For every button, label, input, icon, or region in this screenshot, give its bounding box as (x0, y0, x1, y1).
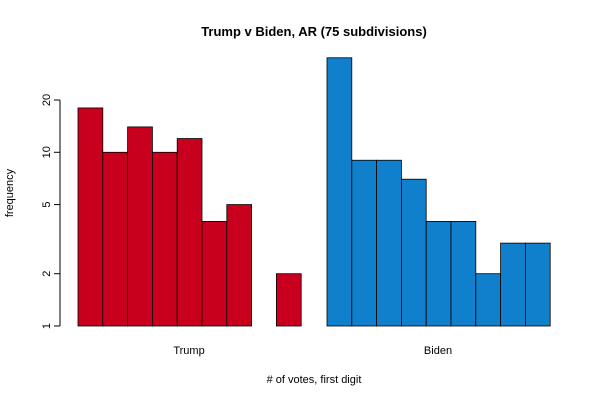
bar-biden-digit-2 (351, 159, 377, 327)
bar-biden-digit-7 (475, 273, 501, 327)
bars (77, 57, 551, 327)
bar-biden-digit-9 (525, 242, 551, 327)
y-tick-label: 10 (41, 146, 53, 158)
chart-title: Trump v Biden, AR (75 subdivisions) (201, 24, 427, 39)
bar-biden-digit-8 (500, 242, 526, 327)
x-axis-label: # of votes, first digit (267, 374, 362, 386)
bar-trump-digit-5 (176, 138, 203, 327)
bar-biden-digit-3 (376, 159, 402, 327)
bar-trump-digit-7 (226, 204, 253, 327)
group-label-biden: Biden (424, 345, 452, 357)
bar-biden-digit-4 (400, 178, 427, 327)
bar-biden-digit-5 (425, 221, 452, 327)
y-tick-label: 5 (41, 202, 53, 208)
bar-biden-digit-6 (450, 221, 477, 327)
bar-trump-digit-1 (77, 107, 104, 327)
y-tick-label: 1 (41, 323, 53, 329)
bar-biden-digit-1 (326, 57, 353, 327)
group-label-trump: Trump (173, 345, 204, 357)
y-axis-label: frequency (4, 168, 16, 217)
bar-trump-digit-6 (201, 221, 228, 327)
bar-trump-digit-9 (275, 273, 302, 327)
bar-trump-digit-3 (127, 126, 153, 327)
bar-trump-digit-2 (102, 151, 129, 327)
y-tick-label: 2 (41, 271, 53, 277)
group-labels: Trump Biden (173, 345, 452, 357)
y-axis: 1 2 5 10 20 (41, 94, 61, 329)
y-tick-label: 20 (41, 94, 53, 106)
bar-trump-digit-4 (151, 151, 178, 327)
